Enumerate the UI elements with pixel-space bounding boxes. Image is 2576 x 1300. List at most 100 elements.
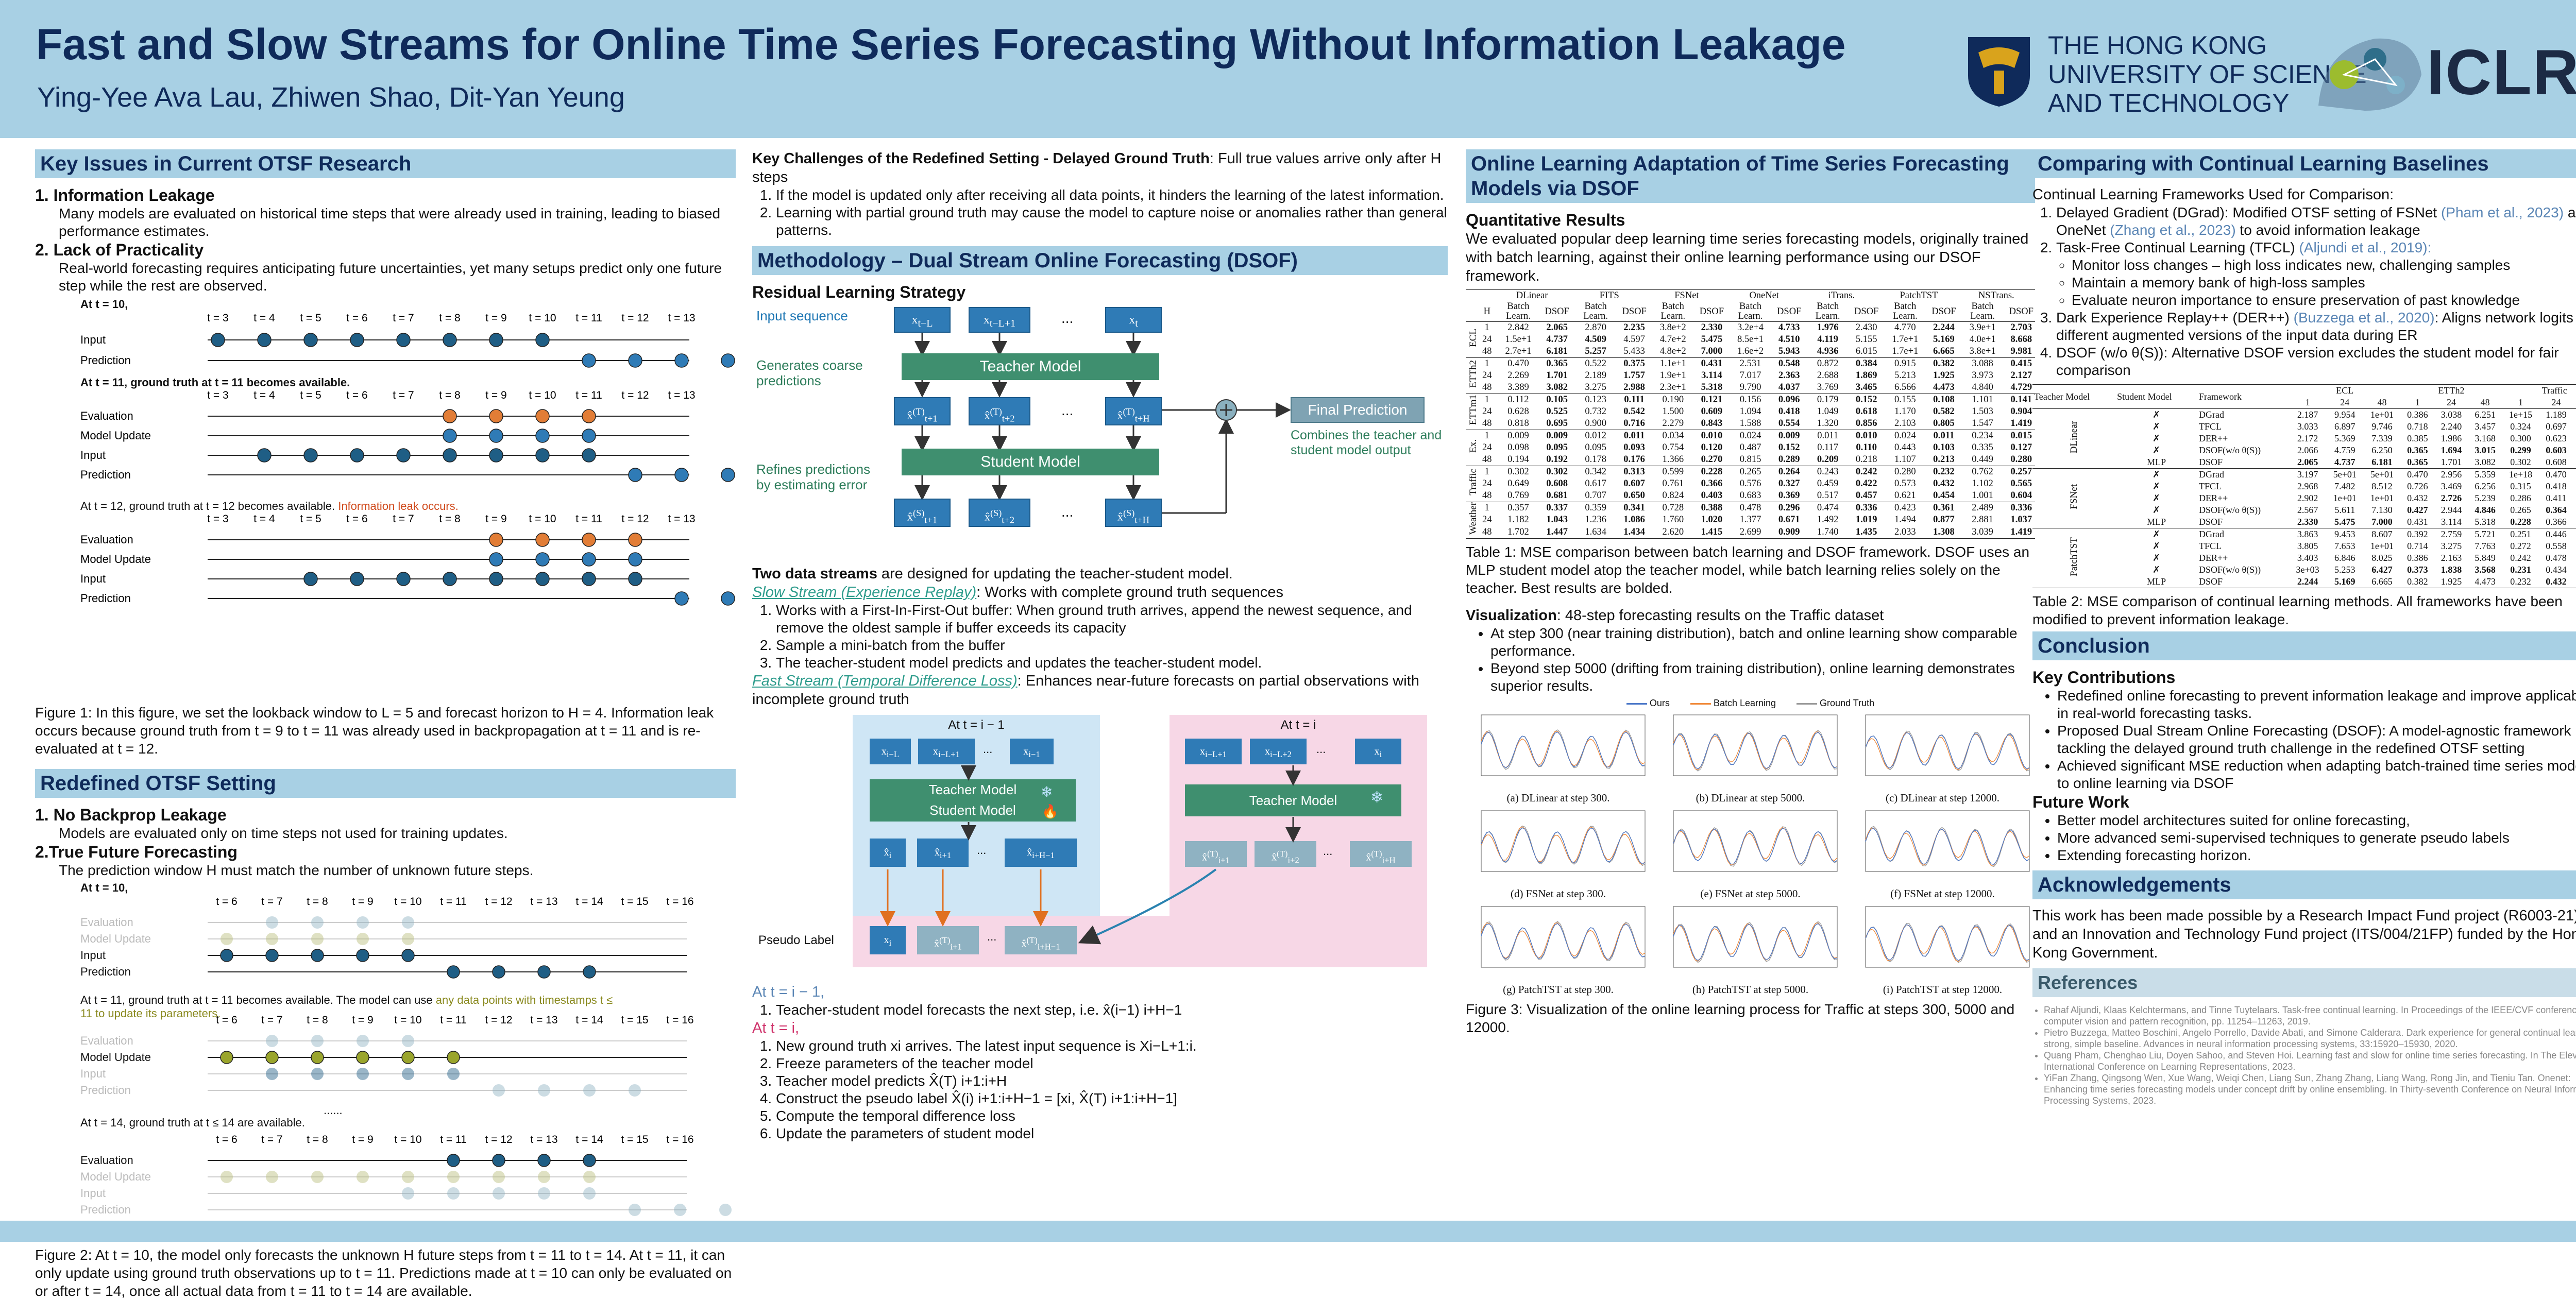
- table-cell: 1.634: [1585, 526, 1606, 537]
- table-row: 24 0.649 0.608 0.617 0.607 0.761 0.366 0.576 0.3…: [1466, 478, 2035, 490]
- table-cell: 0.824: [1662, 490, 1684, 501]
- timeline-dot: [396, 448, 411, 463]
- table-cell: 7.000: [2371, 517, 2393, 527]
- table-cell: 0.117: [1817, 442, 1839, 453]
- table-cell: 0.502: [2573, 552, 2576, 564]
- table-cell: 0.369: [1778, 490, 1800, 501]
- table-cell: 0.449: [2573, 492, 2576, 504]
- table-cell: 5.849: [2475, 553, 2496, 563]
- table-cell: 0.111: [1624, 395, 1645, 405]
- table-cell: 2.699: [1739, 526, 1761, 537]
- table-cell: 0.384: [1855, 358, 1877, 369]
- table-cell: 0.618: [1855, 406, 1877, 417]
- table-cell: 0.366: [2546, 517, 2567, 527]
- table-cell: 1.976: [1817, 322, 1839, 333]
- table-cell: 0.388: [1701, 503, 1723, 514]
- row-label: Input: [80, 1187, 106, 1200]
- horizon-header: 1: [2518, 397, 2523, 407]
- table-cell: 0.110: [1856, 442, 1877, 453]
- table-cell: 0.599: [1662, 467, 1684, 477]
- table-cell: 0.264: [1778, 467, 1800, 477]
- table-cell: 1e+01: [2370, 409, 2394, 420]
- timeline-dot: [628, 468, 642, 482]
- step-list: New ground truth xi arrives. The latest …: [776, 1037, 1448, 1142]
- timeline-dot: [443, 572, 457, 586]
- table-cell: 1.5e+1: [1505, 334, 1532, 345]
- table-row: 48 1.702 1.447 1.634 1.434 2.620 1.415 2.699 0.9…: [1466, 526, 2035, 539]
- timeline-dot: [447, 965, 460, 979]
- timeline-dot: [582, 448, 596, 463]
- timeline-dot: [489, 448, 503, 463]
- table-cell: 0.478: [1739, 503, 1761, 514]
- model-header: NSTrans.: [1978, 290, 2014, 301]
- table-cell: 0.697: [2546, 421, 2567, 432]
- table-cell: 1.377: [1739, 515, 1761, 525]
- table-cell: 0.093: [1623, 442, 1645, 453]
- table-cell: 1.503: [1972, 406, 1993, 417]
- residual-diagram: Input sequence Generates coarse predicti…: [752, 302, 1448, 565]
- tick-label: t = 13: [530, 1134, 557, 1145]
- table-cell: 2.189: [1585, 370, 1606, 381]
- timeline-dot: [311, 933, 324, 945]
- table-cell: 5.253: [2334, 565, 2355, 575]
- table-cell: 2.244: [1933, 322, 1955, 333]
- item-text: Models are evaluated only on time steps …: [59, 825, 508, 841]
- timeline-dot: [628, 353, 642, 368]
- table-row: FSNet ✗ DGrad 3.197 5e+01 5e+01 0.470 2.956 5.35…: [2032, 469, 2576, 509]
- table-cell: 0.336: [2010, 503, 2032, 514]
- table-cell: 0.386: [2407, 409, 2428, 420]
- table-cell: 0.095: [1585, 442, 1606, 453]
- table-cell: DSOF: [2198, 517, 2223, 527]
- horizon-header: 1: [2415, 397, 2420, 407]
- table-cell: 6.665: [2371, 576, 2393, 587]
- forecast-plot: [1481, 714, 1646, 776]
- timeline-dot: [582, 429, 596, 443]
- table-cell: 6.897: [2334, 421, 2355, 432]
- table-cell: 0.470: [2546, 469, 2567, 480]
- table-cell: 4.0e+1: [1969, 334, 1996, 345]
- poster-title: Fast and Slow Streams for Online Time Se…: [36, 20, 1846, 69]
- table-cell: 0.470: [1507, 358, 1529, 369]
- table-cell: 1.308: [1933, 526, 1955, 537]
- row-label: Input: [80, 449, 106, 461]
- table-cell: 0.434: [2546, 565, 2567, 575]
- table-cell: 0.024: [1894, 431, 1916, 441]
- table-cell: 0.418: [2546, 481, 2567, 491]
- table-cell: 3.197: [2297, 469, 2318, 480]
- table-1: DLinear FITS FSNet OneNet iTrans. PatchTST NST…: [1466, 289, 2035, 539]
- tick-label: t = 10: [529, 389, 556, 401]
- table-cell: 2.620: [1662, 526, 1684, 537]
- tick-label: t = 15: [621, 896, 648, 908]
- table-cell: 48: [1482, 490, 1492, 501]
- forecast-panel: (h) PatchTST at step 5000.: [1658, 903, 1843, 996]
- table-cell: 0.228: [2510, 517, 2531, 527]
- fig-label: At t = 11, ground truth at t = 11 become…: [80, 376, 350, 389]
- panel-caption: (i) PatchTST at step 12000.: [1883, 983, 2003, 996]
- forecast-plot: [1481, 810, 1646, 872]
- table-cell: 0.357: [1507, 503, 1529, 514]
- input-token: xi−L+1: [1185, 739, 1242, 764]
- timeline-dot: [311, 1051, 324, 1064]
- table-cell: 1e+01: [2333, 493, 2357, 503]
- future-work-list: Better model architectures suited for on…: [2057, 812, 2576, 864]
- table-cell: 0.522: [1585, 358, 1606, 369]
- table-cell: 1.236: [1585, 515, 1606, 525]
- table-cell: 0.010: [1701, 431, 1723, 441]
- iclr-wordmark: ICLR: [2427, 37, 2576, 108]
- ellipsis: ...: [983, 743, 993, 756]
- table-cell: 5e+01: [2370, 469, 2394, 480]
- tick-label: t = 14: [575, 1014, 603, 1026]
- table-cell: 0.446: [2546, 529, 2567, 539]
- table-cell: 1.461: [2573, 409, 2576, 421]
- teacher-model-box: Teacher Model: [902, 353, 1159, 380]
- model-header: PatchTST: [1900, 290, 1938, 301]
- table-cell: 0.242: [2510, 553, 2531, 563]
- table-cell: 1.043: [1546, 515, 1568, 525]
- sub-header: Batch Learn.: [1660, 301, 1686, 321]
- table-cell: 4.737: [2334, 457, 2355, 467]
- timeline-dot: [489, 572, 503, 586]
- table-cell: 0.565: [2010, 478, 2032, 489]
- table-cell: 1.547: [1972, 418, 1993, 429]
- table-cell: 0.707: [1585, 490, 1606, 501]
- forecast-plots: (a) DLinear at step 300. (b) DLinear at s…: [1466, 712, 2035, 996]
